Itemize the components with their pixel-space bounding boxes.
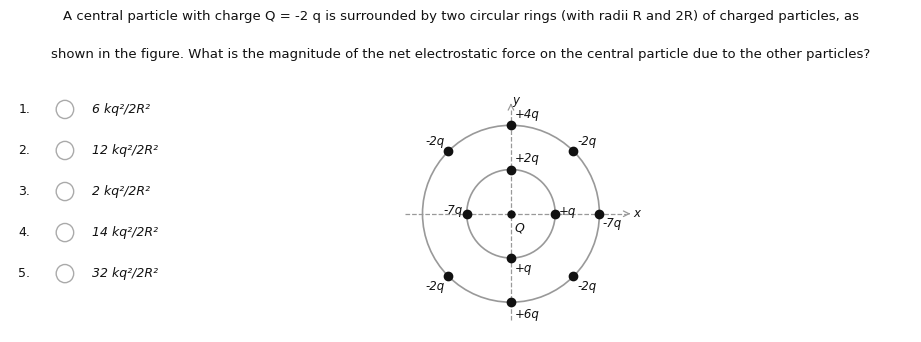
Text: 1.: 1. (18, 103, 30, 116)
Text: y: y (512, 94, 519, 107)
Text: -2q: -2q (426, 135, 445, 148)
Text: -2q: -2q (426, 280, 445, 293)
Text: 5.: 5. (18, 267, 30, 280)
Text: +q: +q (559, 205, 577, 218)
Text: 14 kq²/2R²: 14 kq²/2R² (92, 226, 158, 239)
Text: -2q: -2q (577, 280, 596, 293)
Text: +4q: +4q (515, 108, 540, 121)
Text: -7q: -7q (603, 217, 623, 230)
Text: -7q: -7q (444, 204, 463, 217)
Text: A central particle with charge Q = -2 q is surrounded by two circular rings (wit: A central particle with charge Q = -2 q … (63, 10, 858, 23)
Text: -2q: -2q (577, 135, 596, 148)
Text: 6 kq²/2R²: 6 kq²/2R² (92, 103, 150, 116)
Text: 2 kq²/2R²: 2 kq²/2R² (92, 185, 150, 198)
Text: +2q: +2q (515, 152, 540, 165)
Text: shown in the figure. What is the magnitude of the net electrostatic force on the: shown in the figure. What is the magnitu… (51, 48, 870, 61)
Text: 3.: 3. (18, 185, 30, 198)
Text: 32 kq²/2R²: 32 kq²/2R² (92, 267, 158, 280)
Text: 12 kq²/2R²: 12 kq²/2R² (92, 144, 158, 157)
Text: +q: +q (515, 262, 531, 275)
Text: Q: Q (515, 222, 524, 235)
Text: +6q: +6q (515, 307, 540, 320)
Text: x: x (634, 207, 640, 220)
Text: 4.: 4. (18, 226, 30, 239)
Text: 2.: 2. (18, 144, 30, 157)
